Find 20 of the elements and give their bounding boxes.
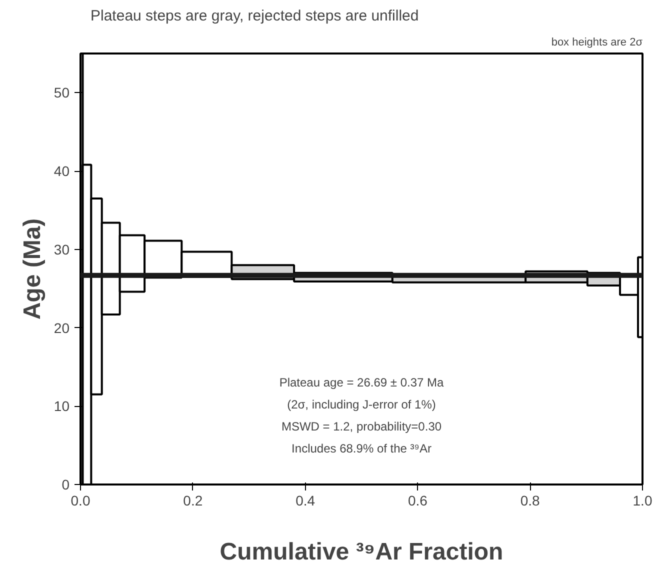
x-tick-label: 0.6 xyxy=(408,492,428,508)
x-axis-title: Cumulative ³⁹Ar Fraction xyxy=(220,538,504,566)
y-tick-label: 50 xyxy=(54,84,70,101)
chart-title: Plateau steps are gray, rejected steps are unfilled xyxy=(90,8,419,24)
y-tick-label: 20 xyxy=(54,320,70,336)
annotation: Plateau age = 26.69 ± 0.37 Ma xyxy=(279,376,444,390)
x-tick-label: 0.2 xyxy=(183,492,203,508)
x-tick-label: 0.8 xyxy=(520,492,540,508)
y-tick-label: 0 xyxy=(62,476,70,492)
annotation: Includes 68.9% of the ³⁹Ar xyxy=(292,442,432,456)
y-tick-label: 30 xyxy=(54,241,70,258)
text: 1.0 xyxy=(632,492,652,508)
y-tick-label: 10 xyxy=(54,398,70,414)
y-axis-title: Age (Ma) xyxy=(18,218,46,320)
annotation: (2σ, including J-error of 1%) xyxy=(287,398,436,412)
y-tick-label: 40 xyxy=(54,163,70,180)
text: box heights are 2σ xyxy=(551,36,643,48)
text: 0.0 xyxy=(70,492,90,508)
annotation: MSWD = 1.2, probability=0.30 xyxy=(281,420,442,434)
x-tick-label: 0.4 xyxy=(296,492,316,508)
